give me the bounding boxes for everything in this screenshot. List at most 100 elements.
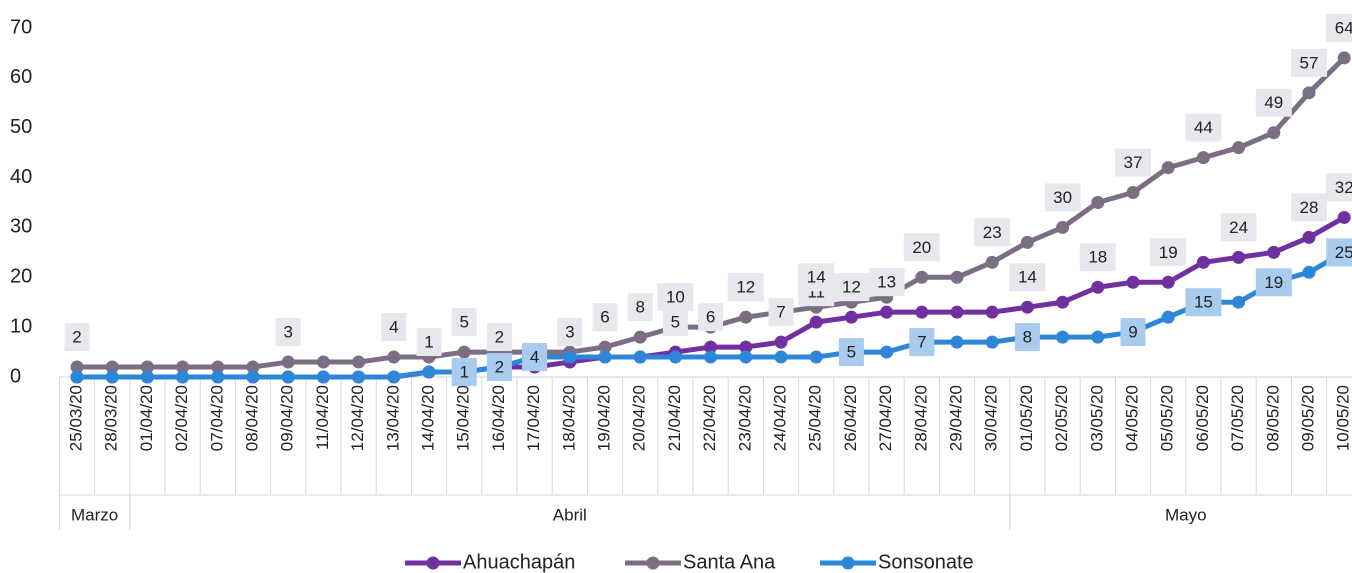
label-box [1255,268,1292,297]
y-tick-label: 60 [10,66,32,88]
data-label: 7 [776,303,785,322]
point [1232,295,1246,309]
point [70,360,84,374]
label-box [1291,193,1327,222]
label-box [1150,238,1187,267]
point [1056,295,1070,309]
data-label: 12 [736,278,755,297]
data-label: 14 [807,268,826,287]
label-box [1185,288,1222,317]
x-tick-label: 07/05/20 [1228,385,1247,451]
label-box [381,313,407,342]
point [281,355,295,369]
point [246,360,260,374]
data-label: 20 [912,238,931,257]
x-tick-label: 08/05/20 [1263,385,1282,451]
label-box [727,273,764,302]
point [1337,51,1351,65]
point [1302,230,1316,244]
x-tick-label: 06/05/20 [1193,385,1212,451]
label-box [1185,113,1222,142]
x-tick-label: 10/05/20 [1334,385,1352,451]
label-box [974,218,1011,247]
label-box [557,318,583,347]
point [633,350,647,364]
point [211,370,225,384]
label-box [1291,48,1327,77]
label-box [657,283,694,312]
point [950,270,964,284]
x-tick-label: 24/04/20 [770,385,789,451]
x-tick-label: 29/04/20 [946,385,965,451]
point [739,310,753,324]
data-label: 6 [600,308,609,327]
label-box [833,273,870,302]
point [140,370,154,384]
data-label: 19 [1159,243,1178,262]
label-box [275,318,301,347]
data-label: 25 [1335,243,1352,262]
data-label: 5 [847,343,856,362]
x-tick-label: 17/04/20 [524,385,543,451]
x-tick-label: 19/04/20 [594,385,613,451]
x-tick-label: 25/04/20 [806,385,825,451]
y-tick-label: 20 [10,266,32,288]
x-tick-label: 07/04/20 [207,385,226,451]
point [598,340,612,354]
label-box [416,328,442,357]
label-box [1326,238,1352,267]
point [1302,86,1316,100]
data-label: 23 [983,223,1002,242]
x-tick-label: 27/04/20 [876,385,895,451]
data-label: 30 [1053,188,1072,207]
data-label: 7 [917,333,926,352]
y-tick-label: 40 [10,166,32,188]
label-box [662,308,688,337]
legend-label: Sonsonate [878,551,974,573]
label-box [1255,88,1292,117]
data-label: 9 [1128,323,1137,342]
label-box [1009,263,1046,292]
point [140,360,154,374]
x-tick-label: 15/04/20 [454,385,473,451]
y-tick-label: 50 [10,116,32,138]
point [1161,275,1175,289]
point [774,335,788,349]
x-tick-label: 11/04/20 [313,385,332,450]
point [1267,245,1281,259]
data-label: 8 [1023,328,1032,347]
x-tick-label: 30/04/20 [982,385,1001,451]
label-box [903,233,940,262]
point [809,350,823,364]
point [668,350,682,364]
data-label: 49 [1264,93,1283,112]
point [352,355,366,369]
data-label: 57 [1300,53,1319,72]
data-label: 2 [495,358,504,377]
data-label: 13 [877,273,896,292]
point [281,370,295,384]
x-tick-label: 03/05/20 [1087,385,1106,451]
point [915,270,929,284]
data-label: 14 [1018,268,1037,287]
x-tick-label: 02/04/20 [172,385,191,451]
point [563,350,577,364]
label-box [698,303,724,332]
x-tick-label: 21/04/20 [665,385,684,451]
legend-label: Santa Ana [683,551,776,573]
point [704,350,718,364]
point [105,370,119,384]
data-label: 24 [1229,218,1248,237]
x-tick-label: 04/05/20 [1122,385,1141,451]
group-label: Abril [553,505,587,524]
label-box [1220,213,1257,242]
point [1056,330,1070,344]
data-label: 1 [424,332,433,351]
label-box [592,303,618,332]
data-label: 3 [283,323,292,342]
x-tick-label: 22/04/20 [700,385,719,451]
point [352,370,366,384]
x-tick-label: 13/04/20 [383,385,402,451]
data-label: 37 [1124,153,1143,172]
label-box [1326,13,1352,42]
